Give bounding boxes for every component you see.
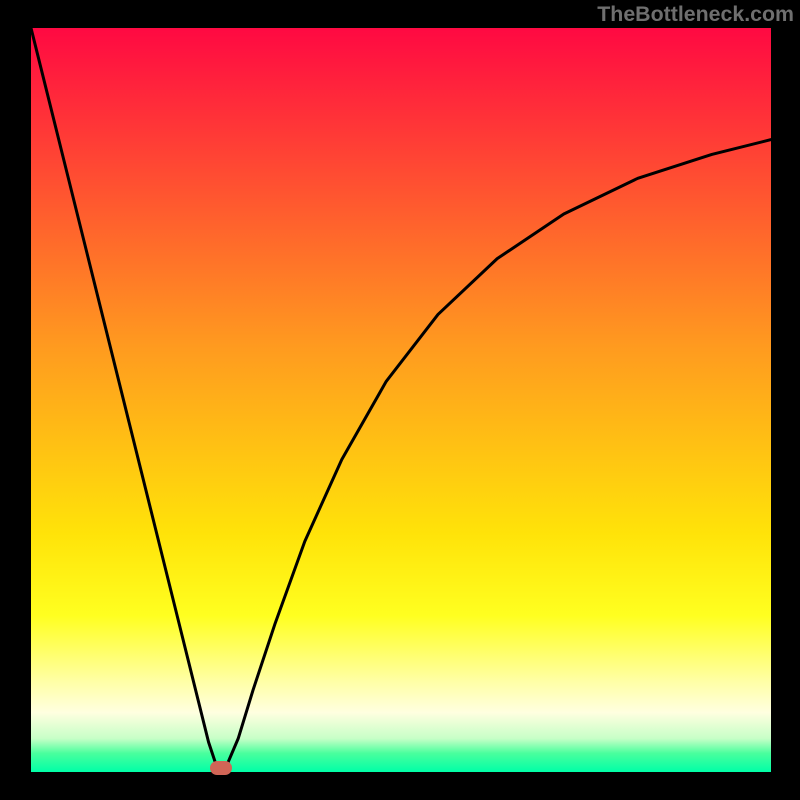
watermark-text: TheBottleneck.com: [597, 2, 794, 27]
dip-marker: [210, 761, 232, 775]
curve-svg: [31, 28, 771, 772]
chart-stage: TheBottleneck.com: [0, 0, 800, 800]
bottleneck-curve: [31, 28, 771, 768]
plot-area: [31, 28, 771, 772]
